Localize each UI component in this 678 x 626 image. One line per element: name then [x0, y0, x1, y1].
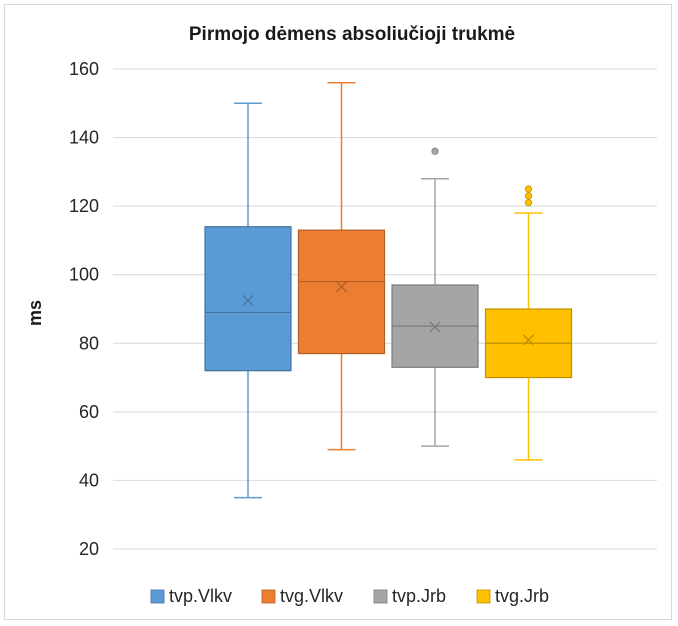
outlier-point: [524, 185, 533, 193]
box-tvp.Vlkv: [204, 102, 292, 499]
y-tick-label: 140: [69, 128, 99, 148]
box-tvg.Jrb: [484, 185, 573, 461]
y-tick-label: 60: [79, 402, 99, 422]
outlier-point: [524, 192, 533, 200]
legend-swatch: [373, 589, 388, 604]
y-tick-label: 120: [69, 196, 99, 216]
outlier-point: [524, 199, 533, 207]
legend-label: tvp.Jrb: [392, 586, 446, 606]
chart-frame: Pirmojo dėmens absoliučioji trukmė ms 20…: [4, 4, 672, 620]
legend-item-tvg.Vlkv: tvg.Vlkv: [261, 586, 343, 606]
y-tick-label: 20: [79, 539, 99, 559]
legend-label: tvp.Vlkv: [169, 586, 232, 606]
y-tick-label: 160: [69, 59, 99, 79]
outlier-point: [431, 147, 439, 155]
legend-item-tvp.Vlkv: tvp.Vlkv: [150, 586, 232, 606]
legend-label: tvg.Vlkv: [280, 586, 343, 606]
legend-swatch: [150, 589, 165, 604]
y-tick-label: 40: [79, 470, 99, 490]
iqr-box: [297, 229, 386, 355]
mean-marker: [336, 281, 347, 293]
mean-marker: [429, 321, 441, 333]
y-tick-label: 80: [79, 333, 99, 353]
mean-marker: [523, 334, 534, 346]
box-plot-chart: Pirmojo dėmens absoliučioji trukmė ms 20…: [25, 24, 657, 606]
box-tvg.Vlkv: [297, 81, 386, 451]
legend-item-tvg.Jrb: tvg.Jrb: [476, 586, 549, 606]
iqr-box: [204, 226, 292, 372]
boxes: [204, 81, 573, 499]
y-tick-label: 100: [69, 265, 99, 285]
chart-title: Pirmojo dėmens absoliučioji trukmė: [189, 24, 515, 45]
legend-swatch: [261, 589, 276, 604]
legend: tvp.Vlkv tvg.Vlkv tvp.Jrb tvg.Jrb: [150, 586, 549, 606]
box-tvp.Jrb: [391, 147, 479, 447]
legend-label: tvg.Jrb: [495, 586, 549, 606]
mean-marker: [242, 294, 254, 306]
y-axis-ticks: 20 40 60 80 100 120 140 160: [69, 59, 99, 559]
legend-item-tvp.Jrb: tvp.Jrb: [373, 586, 446, 606]
legend-swatch: [476, 589, 491, 604]
y-axis-label: ms: [25, 300, 45, 326]
